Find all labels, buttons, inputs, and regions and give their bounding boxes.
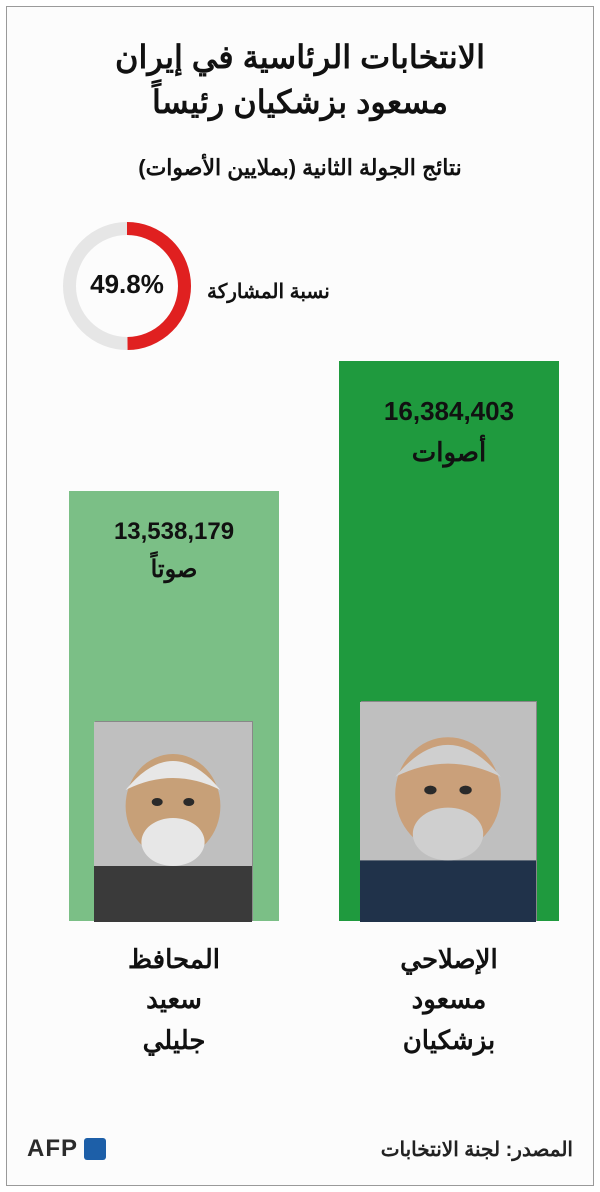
afp-square-icon [84, 1138, 106, 1160]
winner-votes-number: 16,384,403 [339, 391, 559, 433]
title-line-1: الانتخابات الرئاسية في إيران [7, 35, 593, 80]
source-text: المصدر: لجنة الانتخابات [381, 1137, 573, 1162]
bar-winner-value: 16,384,403 أصوات [339, 391, 559, 474]
footer: AFP المصدر: لجنة الانتخابات [27, 1135, 573, 1163]
loser-votes-unit: صوتاً [69, 551, 279, 589]
portrait-winner [361, 701, 537, 921]
bar-loser: 13,538,179 صوتاً [69, 491, 279, 921]
turnout-donut: 49.8% [63, 222, 191, 350]
turnout-value: 49.8% [63, 269, 191, 300]
winner-votes-unit: أصوات [339, 432, 559, 474]
subtitle: نتائج الجولة الثانية (بملايين الأصوات) [7, 155, 593, 181]
loser-votes-number: 13,538,179 [69, 513, 279, 551]
infographic-frame: الانتخابات الرئاسية في إيران مسعود بزشكي… [6, 6, 594, 1186]
main-title: الانتخابات الرئاسية في إيران مسعود بزشكي… [7, 35, 593, 125]
chart-area: 49.8% نسبة المشاركة 16,384,403 أصوات 13,… [7, 201, 593, 921]
afp-text: AFP [27, 1135, 78, 1163]
portrait-loser [95, 721, 253, 921]
bar-loser-value: 13,538,179 صوتاً [69, 513, 279, 590]
candidate-label-loser: المحافظسعيدجليلي [74, 939, 274, 1060]
afp-credit: AFP [27, 1135, 106, 1163]
candidate-label-winner: الإصلاحيمسعودبزشكيان [349, 939, 549, 1060]
bar-winner: 16,384,403 أصوات [339, 361, 559, 921]
turnout-label: نسبة المشاركة [207, 279, 330, 304]
title-line-2: مسعود بزشكيان رئيساً [7, 80, 593, 125]
